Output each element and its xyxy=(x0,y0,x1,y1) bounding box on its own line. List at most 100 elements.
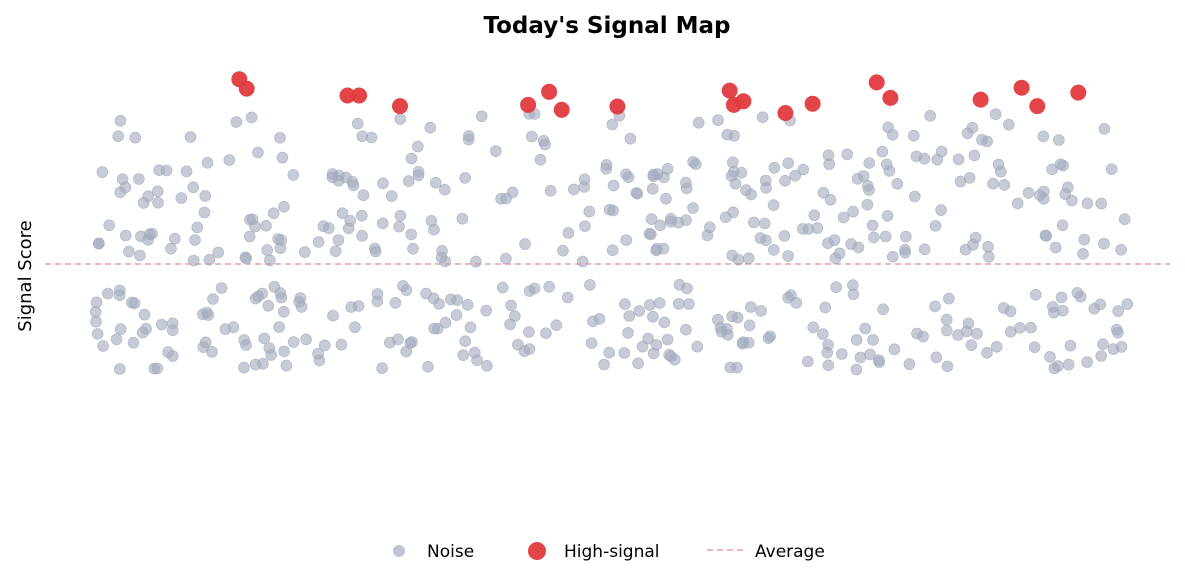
noise-point xyxy=(743,319,756,332)
noise-point xyxy=(322,222,335,234)
noise-point xyxy=(127,336,140,349)
noise-point xyxy=(528,282,541,295)
noise-point xyxy=(280,359,293,372)
noise-point xyxy=(899,246,911,259)
noise-point xyxy=(822,237,834,249)
noise-point xyxy=(624,132,637,145)
noise-point xyxy=(636,340,649,353)
noise-point xyxy=(312,347,324,360)
noise-point xyxy=(298,246,311,258)
noise-point xyxy=(534,153,547,166)
noise-point xyxy=(660,192,672,205)
noise-point xyxy=(300,333,312,346)
noise-point xyxy=(587,315,599,328)
noise-point xyxy=(356,230,368,242)
noise-point xyxy=(633,305,646,317)
noise-point xyxy=(661,333,674,346)
noise-point xyxy=(166,324,179,337)
high-signal-point xyxy=(392,98,408,115)
noise-point xyxy=(461,298,474,311)
noise-point xyxy=(519,238,531,250)
noise-point xyxy=(212,246,224,259)
noise-point xyxy=(680,176,692,189)
high-signal-point xyxy=(339,87,356,104)
noise-point xyxy=(427,292,440,305)
noise-point xyxy=(249,358,262,371)
noise-point xyxy=(1052,360,1064,372)
noise-point xyxy=(557,244,569,257)
noise-point xyxy=(850,363,863,376)
noise-point xyxy=(891,178,904,190)
noise-point xyxy=(113,289,126,301)
high-signal-point xyxy=(1029,98,1046,115)
noise-point xyxy=(1121,298,1134,310)
noise-point xyxy=(876,145,889,158)
noise-point xyxy=(867,334,879,346)
noise-point xyxy=(943,292,955,305)
noise-point xyxy=(598,358,610,371)
noise-point xyxy=(850,334,863,346)
noise-point xyxy=(747,216,760,229)
y-axis-label: Signal Score xyxy=(15,220,36,331)
noise-point xyxy=(500,252,512,265)
noise-point xyxy=(881,210,894,222)
noise-point xyxy=(175,192,188,204)
noise-point xyxy=(866,219,879,232)
noise-point xyxy=(778,230,791,242)
noise-point xyxy=(886,129,899,141)
high-signal-point xyxy=(735,93,752,110)
noise-point xyxy=(681,282,693,295)
noise-point xyxy=(480,304,493,317)
noise-point xyxy=(606,118,619,131)
noise-point xyxy=(523,343,536,355)
noise-point xyxy=(1094,298,1107,311)
noise-point xyxy=(997,302,1010,314)
noise-point xyxy=(356,130,369,143)
noise-point xyxy=(965,339,978,351)
noise-point xyxy=(1022,187,1035,199)
noise-point xyxy=(439,316,452,329)
noise-point xyxy=(1095,350,1107,362)
noise-point xyxy=(653,297,666,309)
noise-point xyxy=(981,346,993,359)
noise-point xyxy=(543,280,556,293)
high-signal-point xyxy=(1070,84,1087,101)
noise-point xyxy=(1081,356,1093,368)
noise-point xyxy=(1098,237,1110,250)
noise-point xyxy=(243,230,256,243)
noise-point xyxy=(1066,194,1078,207)
noise-point xyxy=(982,241,994,253)
noise-point xyxy=(189,234,201,246)
noise-point xyxy=(376,217,389,230)
noise-point xyxy=(355,209,368,222)
noise-point xyxy=(821,346,834,359)
noise-point xyxy=(861,198,874,211)
noise-point xyxy=(742,252,755,265)
noise-point xyxy=(153,164,165,176)
noise-point xyxy=(258,332,271,345)
noise-point xyxy=(397,280,409,292)
noise-point xyxy=(439,255,451,268)
noise-point xyxy=(123,245,135,258)
noise-point xyxy=(464,321,477,334)
noise-point xyxy=(540,327,552,340)
noise-point xyxy=(811,222,824,234)
noise-point xyxy=(646,183,659,195)
noise-point xyxy=(600,159,613,171)
noise-point xyxy=(438,183,451,196)
noise-point xyxy=(658,316,671,329)
noise-point xyxy=(103,219,115,232)
noise-point xyxy=(918,243,931,256)
noise-point xyxy=(643,299,656,311)
noise-point xyxy=(822,359,835,372)
noise-point xyxy=(197,341,210,353)
noise-point xyxy=(377,177,389,190)
noise-point xyxy=(584,279,596,291)
noise-point xyxy=(544,184,557,197)
noise-point xyxy=(1097,338,1109,351)
noise-point xyxy=(347,179,360,192)
noise-point xyxy=(578,173,591,186)
noise-point xyxy=(968,149,981,162)
noise-point xyxy=(505,299,517,312)
